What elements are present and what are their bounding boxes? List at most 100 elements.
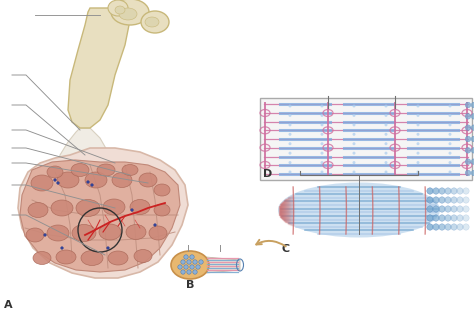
- Polygon shape: [58, 128, 112, 195]
- Ellipse shape: [115, 6, 125, 14]
- Circle shape: [417, 105, 419, 107]
- Polygon shape: [206, 257, 240, 273]
- Circle shape: [448, 123, 452, 126]
- Circle shape: [465, 125, 471, 131]
- Ellipse shape: [171, 251, 209, 279]
- Circle shape: [61, 247, 64, 249]
- Circle shape: [417, 171, 419, 173]
- Circle shape: [289, 151, 292, 155]
- Circle shape: [445, 188, 451, 194]
- Circle shape: [448, 114, 452, 117]
- Circle shape: [289, 133, 292, 136]
- Circle shape: [445, 206, 451, 212]
- Circle shape: [448, 171, 452, 173]
- Circle shape: [433, 224, 439, 230]
- Circle shape: [417, 133, 419, 136]
- Circle shape: [417, 161, 419, 164]
- Circle shape: [471, 102, 474, 108]
- Circle shape: [465, 170, 471, 176]
- Circle shape: [465, 159, 471, 164]
- Ellipse shape: [141, 11, 169, 33]
- Circle shape: [289, 142, 292, 145]
- Circle shape: [417, 142, 419, 145]
- Circle shape: [54, 179, 56, 182]
- Circle shape: [353, 161, 356, 164]
- Circle shape: [384, 151, 388, 155]
- Circle shape: [289, 114, 292, 117]
- Circle shape: [448, 151, 452, 155]
- Circle shape: [465, 102, 471, 108]
- Ellipse shape: [99, 224, 121, 240]
- Circle shape: [190, 255, 194, 259]
- Circle shape: [433, 215, 439, 221]
- Circle shape: [463, 188, 469, 194]
- Circle shape: [465, 136, 471, 142]
- Circle shape: [417, 114, 419, 117]
- Ellipse shape: [56, 250, 76, 264]
- Circle shape: [131, 208, 133, 211]
- Circle shape: [56, 182, 59, 184]
- Circle shape: [384, 105, 388, 107]
- Circle shape: [190, 265, 194, 269]
- Circle shape: [457, 224, 463, 230]
- Ellipse shape: [85, 172, 107, 188]
- Circle shape: [384, 171, 388, 173]
- Circle shape: [471, 159, 474, 164]
- Circle shape: [439, 197, 445, 203]
- Circle shape: [417, 151, 419, 155]
- Ellipse shape: [134, 249, 152, 263]
- Ellipse shape: [81, 250, 103, 265]
- Circle shape: [353, 114, 356, 117]
- Ellipse shape: [139, 173, 157, 187]
- Circle shape: [427, 224, 433, 230]
- Circle shape: [181, 260, 185, 264]
- Circle shape: [196, 265, 200, 269]
- Circle shape: [384, 123, 388, 126]
- Circle shape: [445, 224, 451, 230]
- Circle shape: [427, 206, 433, 212]
- Circle shape: [427, 188, 433, 194]
- Circle shape: [44, 233, 46, 236]
- Circle shape: [320, 161, 323, 164]
- Circle shape: [451, 215, 457, 221]
- Circle shape: [184, 265, 188, 269]
- Circle shape: [178, 265, 182, 269]
- Ellipse shape: [122, 165, 138, 176]
- Circle shape: [320, 171, 323, 173]
- Ellipse shape: [33, 252, 51, 264]
- Ellipse shape: [154, 204, 170, 216]
- Circle shape: [471, 170, 474, 176]
- Ellipse shape: [278, 182, 440, 238]
- Ellipse shape: [111, 0, 149, 25]
- Circle shape: [439, 224, 445, 230]
- Circle shape: [439, 206, 445, 212]
- Circle shape: [448, 142, 452, 145]
- Circle shape: [451, 224, 457, 230]
- Circle shape: [353, 142, 356, 145]
- FancyBboxPatch shape: [260, 98, 472, 180]
- Circle shape: [384, 142, 388, 145]
- Circle shape: [448, 133, 452, 136]
- Ellipse shape: [51, 200, 73, 216]
- Circle shape: [465, 147, 471, 153]
- Ellipse shape: [97, 164, 115, 176]
- Circle shape: [439, 215, 445, 221]
- Circle shape: [427, 197, 433, 203]
- Ellipse shape: [28, 203, 48, 218]
- Circle shape: [187, 260, 191, 264]
- Circle shape: [457, 215, 463, 221]
- Circle shape: [448, 105, 452, 107]
- Circle shape: [457, 206, 463, 212]
- Circle shape: [193, 260, 197, 264]
- Circle shape: [463, 206, 469, 212]
- Polygon shape: [68, 8, 130, 128]
- Circle shape: [353, 105, 356, 107]
- Ellipse shape: [145, 17, 159, 27]
- Ellipse shape: [108, 0, 128, 16]
- Text: B: B: [186, 280, 194, 290]
- Circle shape: [199, 260, 203, 264]
- Circle shape: [448, 161, 452, 164]
- Circle shape: [91, 184, 93, 187]
- Circle shape: [289, 161, 292, 164]
- Ellipse shape: [26, 228, 44, 242]
